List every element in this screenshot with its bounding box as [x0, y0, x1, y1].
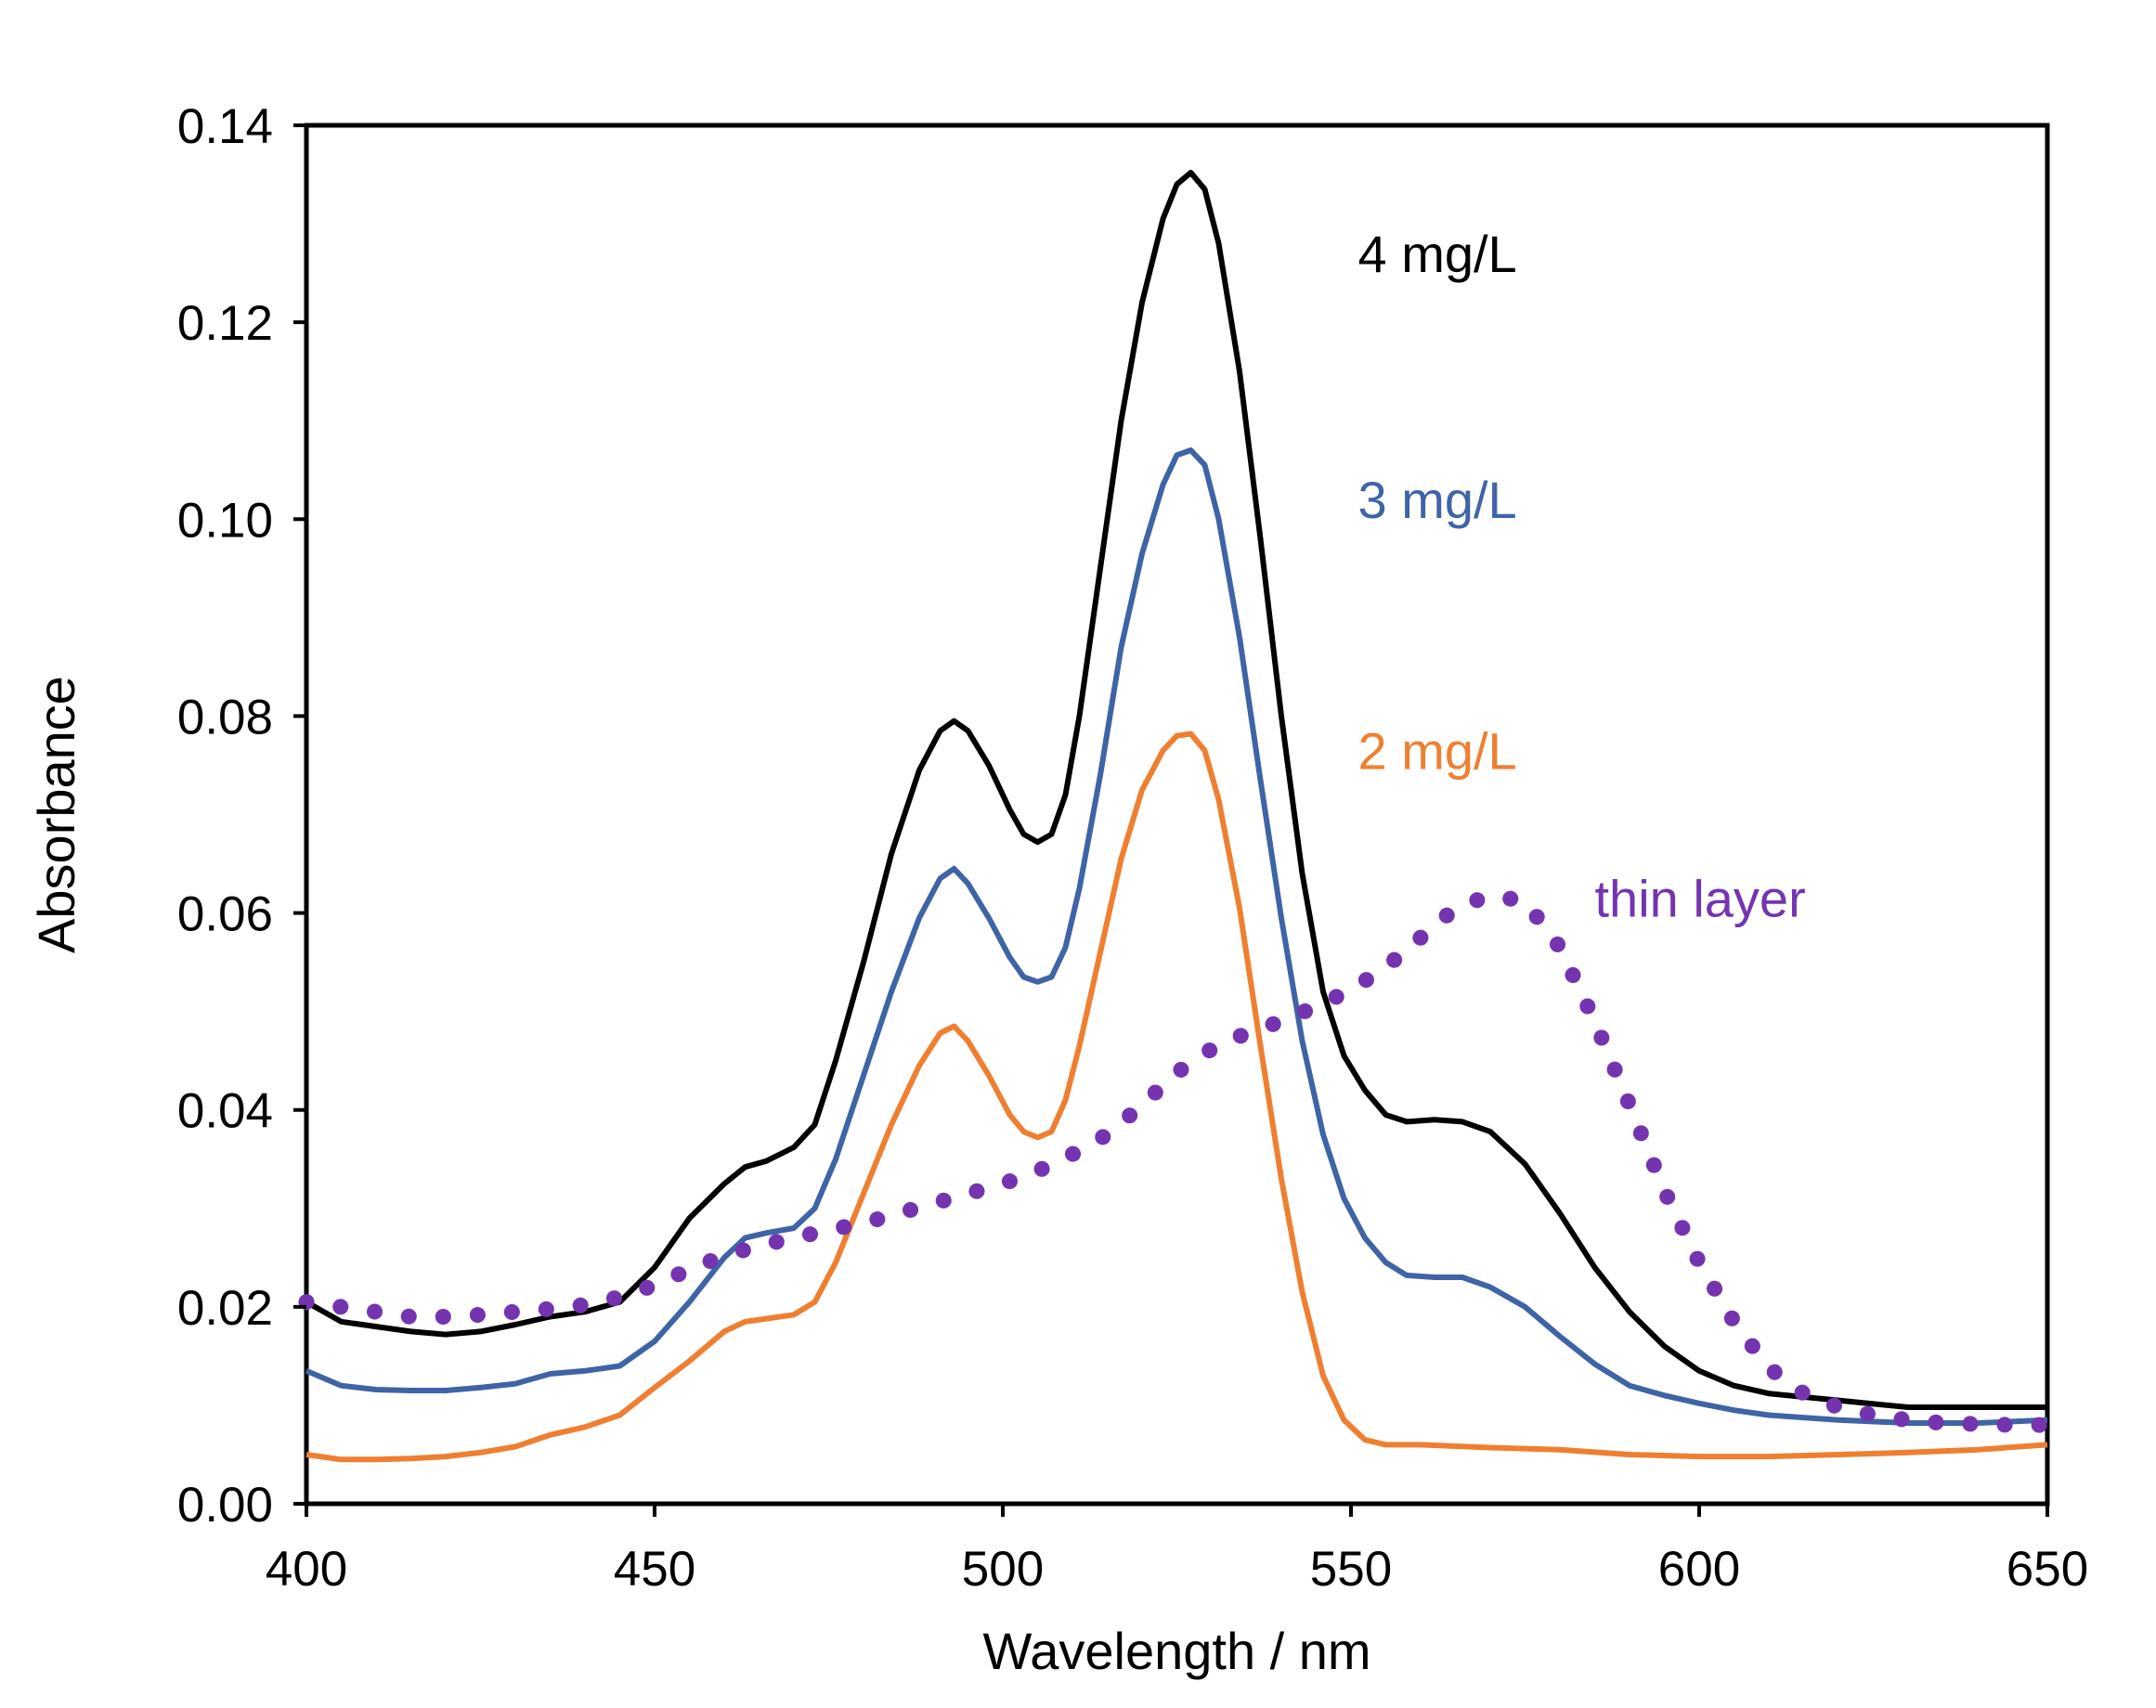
x-tick-label: 650 — [2007, 1542, 2088, 1597]
y-tick-label: 0.00 — [177, 1478, 273, 1533]
y-axis-title: Absorbance — [27, 676, 85, 953]
x-axis-ticks: 400 450 500 550 600 650 — [266, 1504, 2088, 1597]
y-tick-label: 0.12 — [177, 296, 273, 351]
series-labels: 4 mg/L 3 mg/L 2 mg/L thin layer — [1358, 225, 1806, 928]
series-line-4-mg-l — [305, 169, 2047, 1410]
series-label-thin-layer: thin layer — [1595, 870, 1806, 928]
series-label-3-mg-l: 3 mg/L — [1358, 471, 1517, 529]
x-tick-label: 450 — [614, 1542, 695, 1597]
y-axis-ticks: 0.00 0.02 0.04 0.06 0.08 0.10 0.12 0.14 — [177, 99, 306, 1533]
y-tick-label: 0.14 — [177, 99, 273, 154]
x-tick-label: 600 — [1658, 1542, 1740, 1597]
plot-area — [304, 123, 2050, 1507]
series-line-thin-layer — [298, 887, 2056, 1433]
series-layer — [298, 169, 2056, 1463]
y-tick-label: 0.02 — [177, 1281, 273, 1336]
y-tick-label: 0.04 — [177, 1084, 273, 1139]
plot-frame — [304, 123, 2050, 1507]
x-tick-label: 400 — [266, 1542, 347, 1597]
y-tick-label: 0.08 — [177, 690, 273, 744]
y-tick-label: 0.06 — [177, 887, 273, 942]
series-label-2-mg-l: 2 mg/L — [1358, 722, 1517, 781]
series-line-3-mg-l — [305, 447, 2048, 1426]
x-axis-title: Wavelength / nm — [982, 1622, 1370, 1680]
series-line-2-mg-l — [305, 731, 2048, 1463]
x-tick-label: 550 — [1310, 1542, 1392, 1597]
x-tick-label: 500 — [962, 1542, 1044, 1597]
y-tick-label: 0.10 — [177, 493, 273, 548]
series-label-4-mg-l: 4 mg/L — [1358, 225, 1517, 283]
